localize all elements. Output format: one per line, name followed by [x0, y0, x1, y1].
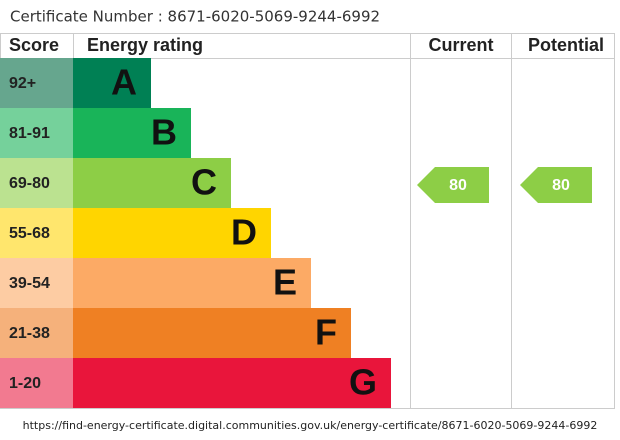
- rating-bar: [73, 58, 151, 108]
- potential-arrow: [520, 167, 592, 203]
- footer-url: https://find-energy-certificate.digital.…: [23, 419, 598, 432]
- score-cell: [0, 258, 73, 308]
- score-range: 55-68: [9, 225, 50, 242]
- score-range: 21-38: [9, 325, 50, 342]
- score-cell: [0, 58, 73, 108]
- score-cell: [0, 158, 73, 208]
- score-range: 1-20: [9, 375, 41, 392]
- header-rating: Energy rating: [87, 35, 203, 55]
- current-arrow: [417, 167, 489, 203]
- rating-letter: B: [151, 112, 177, 153]
- rating-bar: [73, 308, 351, 358]
- score-cell: [0, 108, 73, 158]
- score-range: 39-54: [9, 275, 50, 292]
- rating-bar: [73, 108, 191, 158]
- potential-value: 80: [552, 177, 570, 194]
- rating-letter: F: [315, 312, 337, 353]
- rating-letter: A: [111, 62, 137, 103]
- certificate-number: Certificate Number : 8671-6020-5069-9244…: [10, 8, 380, 26]
- score-cell: [0, 358, 73, 408]
- rating-bar: [73, 158, 231, 208]
- rating-letter: D: [231, 212, 257, 253]
- rating-bar: [73, 358, 391, 408]
- score-range: 92+: [9, 75, 36, 92]
- header-score: Score: [9, 35, 59, 55]
- rating-letter: G: [349, 362, 377, 403]
- rating-letter: E: [273, 262, 297, 303]
- rating-bar: [73, 258, 311, 308]
- rating-letter: C: [191, 162, 217, 203]
- rating-bar: [73, 208, 271, 258]
- score-range: 69-80: [9, 175, 50, 192]
- header-current: Current: [428, 35, 493, 55]
- score-cell: [0, 208, 73, 258]
- current-value: 80: [449, 177, 467, 194]
- header-potential: Potential: [528, 35, 604, 55]
- score-range: 81-91: [9, 125, 50, 142]
- score-cell: [0, 308, 73, 358]
